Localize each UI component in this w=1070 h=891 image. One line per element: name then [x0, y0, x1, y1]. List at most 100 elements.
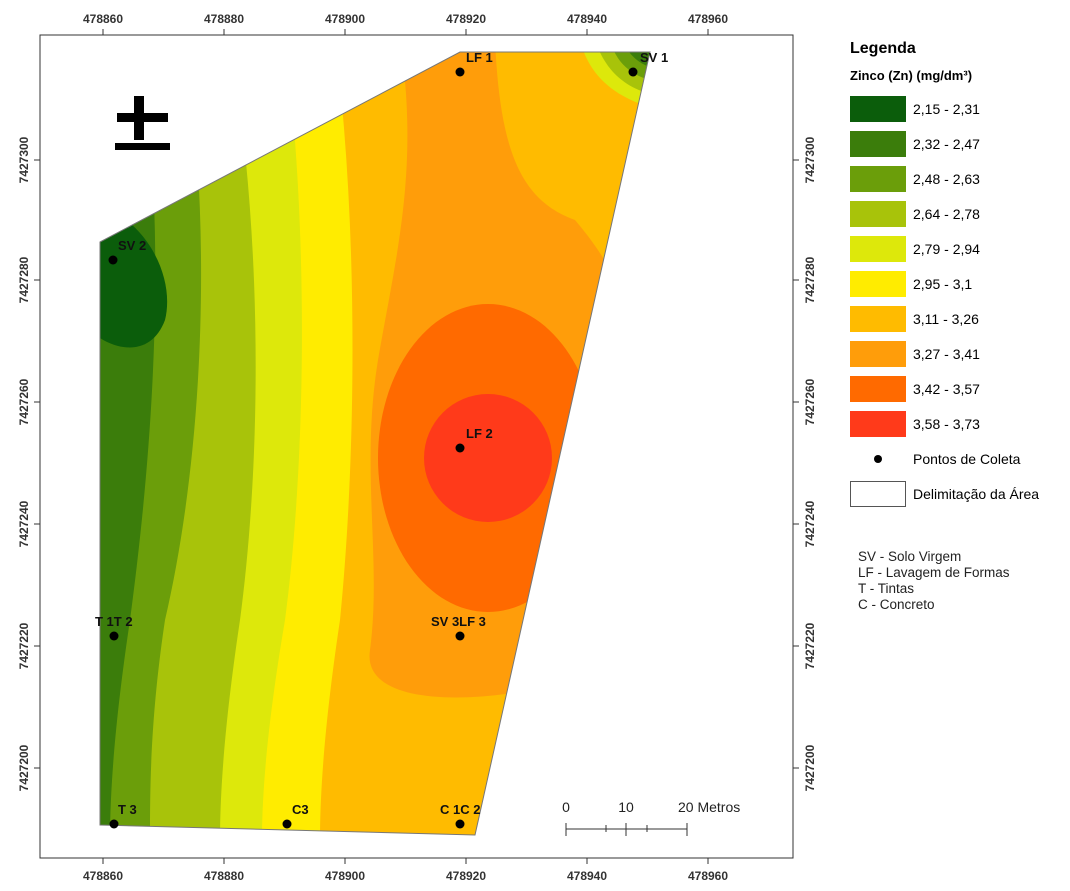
legend-class: 2,32 - 2,47 [850, 126, 1065, 161]
sample-point-label: LF 1 [466, 50, 493, 65]
abbreviation-item: LF - Lavagem de Formas [858, 565, 1010, 580]
legend-class: 3,27 - 3,41 [850, 336, 1065, 371]
top-coord: 478940 [567, 12, 607, 26]
zone-ne-2-32 [623, 52, 650, 70]
sample-point-label: SV 3LF 3 [431, 614, 486, 629]
top-coord: 478860 [83, 12, 123, 26]
legend-swatch [850, 165, 906, 192]
sample-point-label: T 3 [118, 802, 137, 817]
scale-label: 10 [618, 799, 634, 815]
bottom-coord: 478880 [204, 869, 244, 883]
legend-class-label: 2,95 - 3,1 [913, 275, 973, 292]
legend-class: 2,64 - 2,78 [850, 196, 1065, 231]
scale-label: 0 [562, 799, 570, 815]
legend-swatch [850, 270, 906, 297]
sample-point-label: C 1C 2 [440, 802, 480, 817]
left-coord: 7427220 [17, 622, 31, 669]
right-coord: 7427240 [803, 500, 817, 547]
scale-label: 20 Metros [678, 799, 740, 815]
sample-point-marker [455, 819, 465, 829]
right-coord: 7427200 [803, 744, 817, 791]
sample-point-marker [455, 67, 465, 77]
legend-area: Delimitação da Área [850, 476, 1065, 511]
legend-points: Pontos de Coleta [850, 441, 1065, 476]
zone-3-58-3-73 [424, 394, 552, 522]
legend-class-label: 3,42 - 3,57 [913, 380, 980, 397]
area-boundary [99, 51, 651, 836]
legend-class: 3,11 - 3,26 [850, 301, 1065, 336]
legend-swatch [850, 410, 906, 437]
right-coordinates: 7427300 7427280 7427260 7427240 7427220 … [803, 136, 817, 791]
legend-swatch [850, 95, 906, 122]
left-coord: 7427240 [17, 500, 31, 547]
right-coord: 7427260 [803, 378, 817, 425]
bottom-coord: 478960 [688, 869, 728, 883]
left-coord: 7427200 [17, 744, 31, 791]
left-coord: 7427260 [17, 378, 31, 425]
sample-point-marker [455, 631, 465, 641]
point-marker-icon [874, 454, 882, 463]
north-arrow-icon: ± [115, 96, 170, 150]
abbreviation-item: T - Tintas [858, 581, 915, 596]
legend-class-label: 2,64 - 2,78 [913, 205, 980, 222]
right-coord: 7427220 [803, 622, 817, 669]
sampling-points: LF 1 SV 1 SV 2 LF 2 T 1T 2 SV 3LF 3 T 3 … [95, 50, 668, 829]
sample-point-marker [108, 255, 118, 265]
bottom-coordinates: 478860 478880 478900 478920 478940 47896… [83, 869, 728, 883]
legend-class: 2,15 - 2,31 [850, 91, 1065, 126]
sample-point-marker [455, 443, 465, 453]
left-coordinates: 7427300 7427280 7427260 7427240 7427220 … [17, 136, 31, 791]
abbreviation-item: C - Concreto [858, 597, 935, 612]
scale-bar: 0 10 20 Metros [562, 799, 740, 836]
bottom-coord: 478860 [83, 869, 123, 883]
top-coordinates: 478860 478880 478900 478920 478940 47896… [83, 12, 728, 26]
bottom-coord: 478900 [325, 869, 365, 883]
left-coord: 7427300 [17, 136, 31, 183]
legend-class-label: 2,79 - 2,94 [913, 240, 980, 257]
legend-area-label: Delimitação da Área [913, 485, 1040, 502]
legend-class: 2,95 - 3,1 [850, 266, 1065, 301]
legend-points-label: Pontos de Coleta [913, 450, 1021, 467]
left-coord: 7427280 [17, 256, 31, 303]
sample-point-marker [109, 631, 119, 641]
legend-swatch [850, 130, 906, 157]
top-coord: 478960 [688, 12, 728, 26]
legend-class-label: 2,48 - 2,63 [913, 170, 980, 187]
top-coord: 478900 [325, 12, 365, 26]
legend-swatch [850, 340, 906, 367]
sample-point-label: LF 2 [466, 426, 493, 441]
legend-class: 2,48 - 2,63 [850, 161, 1065, 196]
area-outline-swatch [850, 480, 906, 507]
legend-title: Legenda [850, 40, 916, 57]
bottom-coord: 478940 [567, 869, 607, 883]
legend-class: 2,79 - 2,94 [850, 231, 1065, 266]
legend-class: 3,42 - 3,57 [850, 371, 1065, 406]
legend-subtitle: Zinco (Zn) (mg/dm³) [850, 68, 973, 83]
sample-point-label: SV 2 [118, 238, 146, 253]
legend-swatch [850, 200, 906, 227]
right-coord: 7427300 [803, 136, 817, 183]
legend-class-label: 2,15 - 2,31 [913, 100, 980, 117]
sample-point-marker [109, 819, 119, 829]
top-coord: 478920 [446, 12, 486, 26]
legend-class-label: 2,32 - 2,47 [913, 135, 980, 152]
legend-class-label: 3,27 - 3,41 [913, 345, 980, 362]
right-coord: 7427280 [803, 256, 817, 303]
sample-point-label: T 1T 2 [95, 614, 133, 629]
sample-point-marker [628, 67, 638, 77]
abbreviation-list: SV - Solo Virgem LF - Lavagem de Formas … [850, 549, 1065, 613]
sample-point-marker [282, 819, 292, 829]
sample-point-label: SV 1 [640, 50, 668, 65]
bottom-coord: 478920 [446, 869, 486, 883]
legend: Legenda Zinco (Zn) (mg/dm³) 2,15 - 2,31 … [850, 40, 1065, 613]
legend-swatch [850, 375, 906, 402]
sample-point-label: C3 [292, 802, 309, 817]
coordinate-ticks [34, 29, 799, 864]
abbreviation-item: SV - Solo Virgem [858, 549, 962, 564]
legend-swatch [850, 305, 906, 332]
legend-swatch [850, 235, 906, 262]
legend-class: 3,58 - 3,73 [850, 406, 1065, 441]
top-coord: 478880 [204, 12, 244, 26]
legend-class-label: 3,58 - 3,73 [913, 415, 980, 432]
